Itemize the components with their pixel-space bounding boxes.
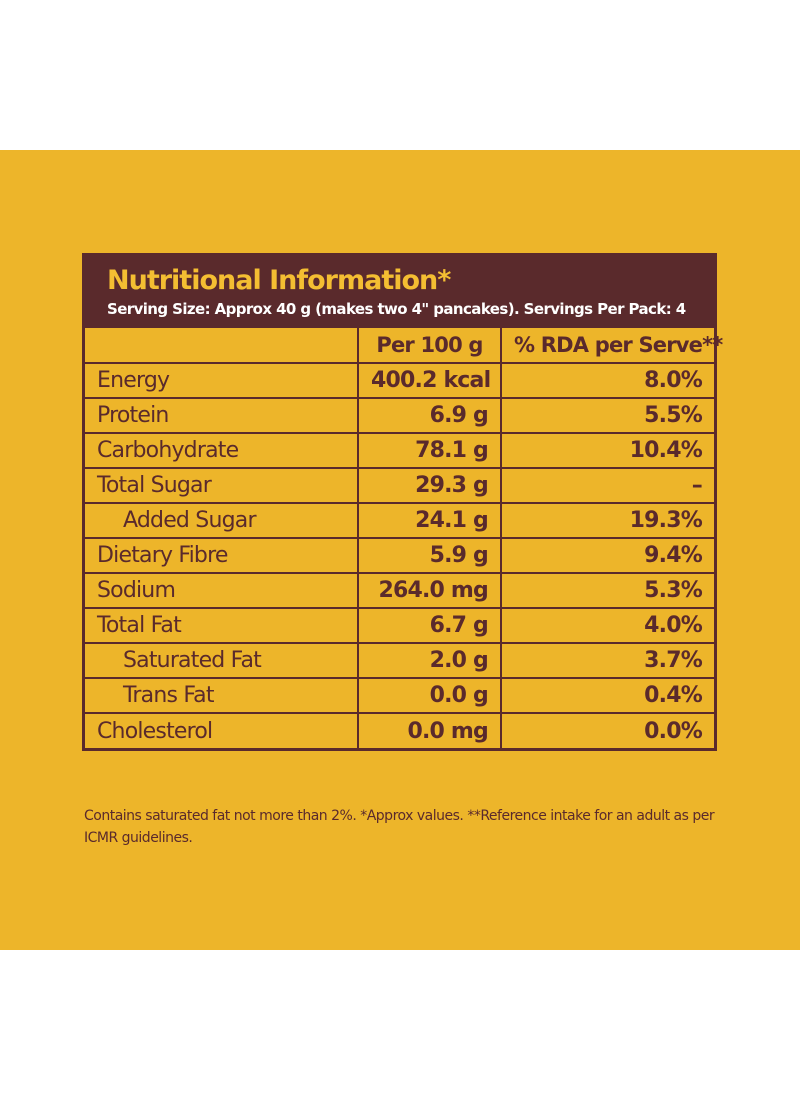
nutrient-row: Protein 6.9 g 5.5% bbox=[85, 397, 714, 434]
nutrient-row: Total Sugar 29.3 g – bbox=[85, 467, 714, 504]
nutrient-per-100g: 400.2 kcal bbox=[357, 362, 502, 399]
nutrient-row: Dietary Fibre 5.9 g 9.4% bbox=[85, 537, 714, 574]
nutrient-rda: 3.7% bbox=[500, 642, 714, 679]
nutrient-per-100g: 29.3 g bbox=[357, 467, 502, 504]
column-header-nutrient bbox=[85, 328, 359, 364]
nutrient-rda: 4.0% bbox=[500, 607, 714, 644]
nutrient-rda: 0.4% bbox=[500, 677, 714, 714]
nutrient-name: Dietary Fibre bbox=[85, 537, 359, 574]
nutrient-rda: 10.4% bbox=[500, 432, 714, 469]
column-header-rda: % RDA per Serve** bbox=[500, 328, 723, 364]
nutrient-rda: 5.5% bbox=[500, 397, 714, 434]
column-header-per-100g: Per 100 g bbox=[357, 328, 502, 364]
nutrient-per-100g: 2.0 g bbox=[357, 642, 502, 679]
table-header: Nutritional Information* Serving Size: A… bbox=[85, 256, 714, 328]
nutrient-row: Cholesterol 0.0 mg 0.0% bbox=[85, 712, 714, 748]
nutrition-table: Nutritional Information* Serving Size: A… bbox=[82, 253, 723, 751]
nutrient-name: Sodium bbox=[85, 572, 359, 609]
nutrient-rda: 19.3% bbox=[500, 502, 714, 539]
nutrient-name: Total Sugar bbox=[85, 467, 359, 504]
nutrient-row: Added Sugar 24.1 g 19.3% bbox=[85, 502, 714, 539]
nutrient-grid: Per 100 g % RDA per Serve** Energy 400.2 … bbox=[85, 328, 723, 748]
nutrient-rda: 8.0% bbox=[500, 362, 714, 399]
nutrient-per-100g: 0.0 mg bbox=[357, 712, 502, 748]
nutrient-per-100g: 0.0 g bbox=[357, 677, 502, 714]
nutrient-rda: 5.3% bbox=[500, 572, 714, 609]
nutrient-per-100g: 6.7 g bbox=[357, 607, 502, 644]
nutrient-row: Total Fat 6.7 g 4.0% bbox=[85, 607, 714, 644]
nutrient-row: Carbohydrate 78.1 g 10.4% bbox=[85, 432, 714, 469]
column-header-row: Per 100 g % RDA per Serve** bbox=[85, 328, 723, 364]
nutrient-row: Energy 400.2 kcal 8.0% bbox=[85, 362, 714, 399]
nutrient-name: Carbohydrate bbox=[85, 432, 359, 469]
nutrient-per-100g: 264.0 mg bbox=[357, 572, 502, 609]
nutrient-rda: 0.0% bbox=[500, 712, 714, 748]
label-panel: Nutritional Information* Serving Size: A… bbox=[0, 150, 800, 950]
nutrient-per-100g: 6.9 g bbox=[357, 397, 502, 434]
nutrient-rda: – bbox=[500, 467, 714, 504]
nutrient-name: Trans Fat bbox=[85, 677, 359, 714]
footnote: Contains saturated fat not more than 2%.… bbox=[84, 808, 715, 846]
nutrient-per-100g: 78.1 g bbox=[357, 432, 502, 469]
label-title: Nutritional Information* bbox=[107, 265, 451, 296]
nutrient-row: Sodium 264.0 mg 5.3% bbox=[85, 572, 714, 609]
nutrient-name: Total Fat bbox=[85, 607, 359, 644]
nutrient-name: Saturated Fat bbox=[85, 642, 359, 679]
serving-info: Serving Size: Approx 40 g (makes two 4" … bbox=[107, 300, 686, 318]
nutrient-name: Protein bbox=[85, 397, 359, 434]
nutrient-row: Trans Fat 0.0 g 0.4% bbox=[85, 677, 714, 714]
nutrient-name: Added Sugar bbox=[85, 502, 359, 539]
nutrient-rda: 9.4% bbox=[500, 537, 714, 574]
nutrient-name: Cholesterol bbox=[85, 712, 359, 748]
nutrient-name: Energy bbox=[85, 362, 359, 399]
nutrient-per-100g: 24.1 g bbox=[357, 502, 502, 539]
nutrient-row: Saturated Fat 2.0 g 3.7% bbox=[85, 642, 714, 679]
nutrient-per-100g: 5.9 g bbox=[357, 537, 502, 574]
